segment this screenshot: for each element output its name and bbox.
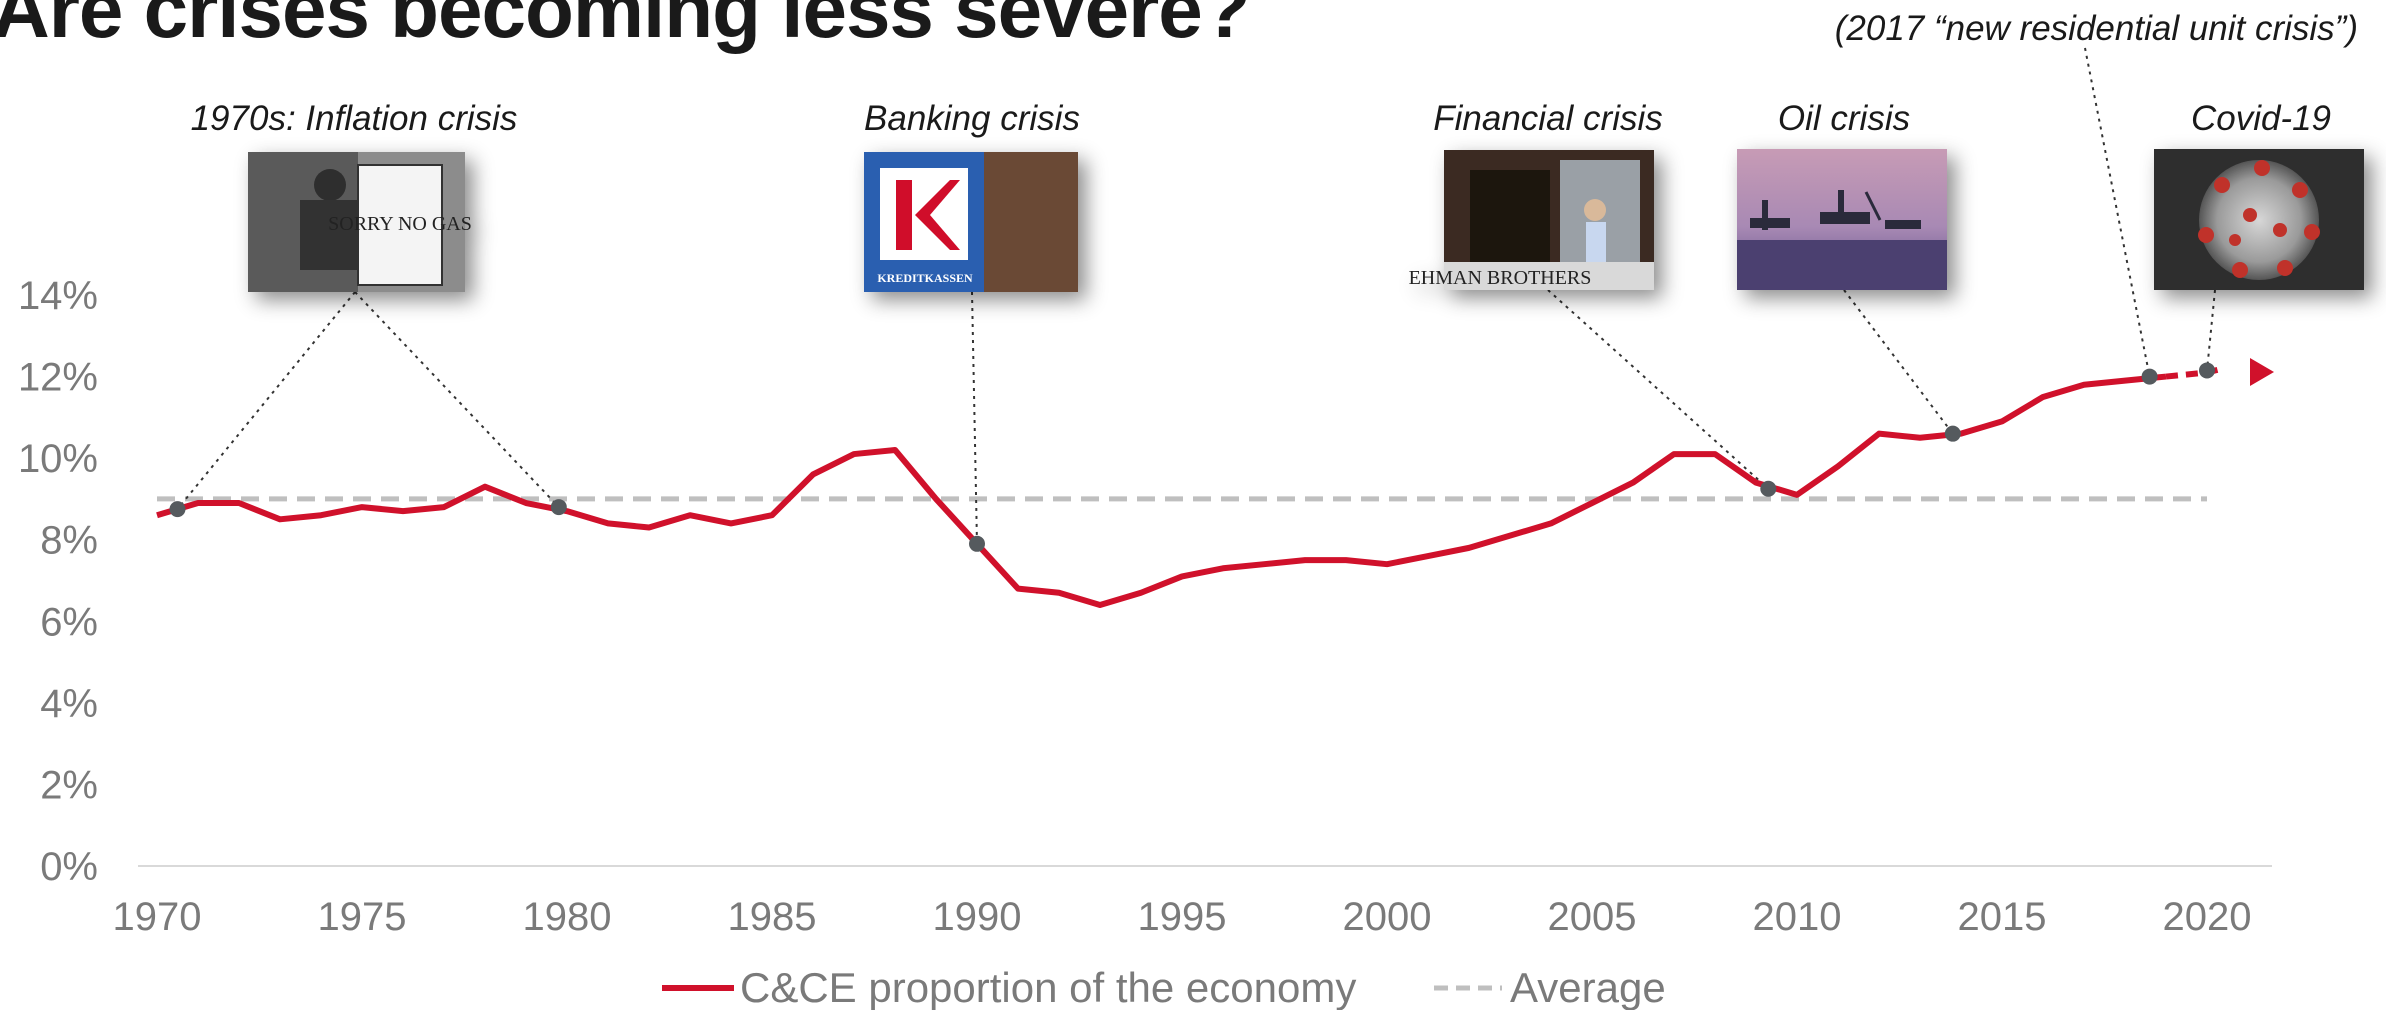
chart-title: Are crises becoming less severe?	[0, 0, 1251, 54]
photo-flag-text: KREDITKASSEN	[877, 271, 973, 285]
annotation-connector-line	[2084, 47, 2151, 377]
y-tick-label: 8%	[40, 519, 98, 563]
annotation-connector-line	[354, 291, 560, 508]
photo-sign-text-lehman: EHMAN BROTHERS	[1409, 267, 1592, 289]
photo-sign-text: SORRY NO GAS	[328, 213, 472, 235]
event-marker	[550, 499, 567, 516]
photo-financial-crisis: EHMAN BROTHERS	[1409, 150, 1654, 290]
annotation-inflation-crisis: 1970s: Inflation crisis	[191, 99, 518, 138]
x-axis-ticks: 1970 1975 1980 1985 1990 1995 2000 2005 2010 2015…	[113, 895, 2252, 939]
legend: C&CE proportion of the economy Average	[662, 964, 1666, 1010]
annotation-residential-crisis: (2017 “new residential unit crisis”)	[1835, 9, 2358, 48]
x-tick-label: 2005	[1548, 895, 1637, 939]
x-tick-label: 2020	[2163, 895, 2252, 939]
event-marker	[1944, 425, 1961, 442]
legend-average-label: Average	[1510, 964, 1666, 1010]
event-markers	[169, 362, 2215, 552]
event-marker	[1760, 480, 1777, 497]
y-axis-ticks: 0% 2% 4% 6% 8% 10% 12% 14%	[18, 274, 98, 889]
x-tick-label: 1990	[933, 895, 1022, 939]
legend-series-label: C&CE proportion of the economy	[740, 964, 1356, 1010]
series-line-cce	[156, 373, 2167, 608]
projection-arrow-icon	[2250, 358, 2274, 386]
annotation-connector-line	[1547, 289, 1769, 490]
x-tick-label: 2000	[1343, 895, 1432, 939]
event-marker	[169, 501, 186, 518]
annotation-covid-19: Covid-19	[2191, 99, 2331, 138]
photo-inflation-crisis: SORRY NO GAS	[248, 152, 472, 292]
event-marker	[2199, 362, 2215, 379]
annotation-oil-crisis: Oil crisis	[1778, 99, 1910, 138]
photo-oil-crisis	[1737, 149, 1947, 290]
x-tick-label: 1980	[523, 895, 612, 939]
x-tick-label: 1985	[728, 895, 817, 939]
x-tick-label: 1995	[1138, 895, 1227, 939]
y-tick-label: 6%	[40, 600, 98, 644]
event-marker	[969, 535, 985, 552]
y-tick-label: 12%	[18, 356, 98, 400]
x-tick-label: 1975	[318, 895, 407, 939]
y-tick-label: 14%	[18, 274, 98, 318]
annotation-connector-line	[176, 291, 356, 510]
y-tick-label: 0%	[40, 845, 98, 889]
event-marker	[2141, 368, 2158, 385]
photo-banking-crisis: KREDITKASSEN	[864, 152, 1078, 292]
annotation-connector-line	[2206, 289, 2216, 371]
x-tick-label: 2015	[1958, 895, 2047, 939]
photo-covid-19	[2154, 149, 2364, 290]
x-tick-label: 1970	[113, 895, 202, 939]
x-tick-label: 2010	[1753, 895, 1842, 939]
y-tick-label: 10%	[18, 437, 98, 481]
annotation-connectors	[176, 47, 2216, 544]
y-tick-label: 4%	[40, 682, 98, 726]
annotation-banking-crisis: Banking crisis	[864, 99, 1080, 138]
annotation-connector-line	[971, 291, 978, 544]
annotation-financial-crisis: Financial crisis	[1433, 99, 1663, 138]
annotation-connector-line	[1843, 289, 1954, 435]
y-tick-label: 2%	[40, 763, 98, 807]
